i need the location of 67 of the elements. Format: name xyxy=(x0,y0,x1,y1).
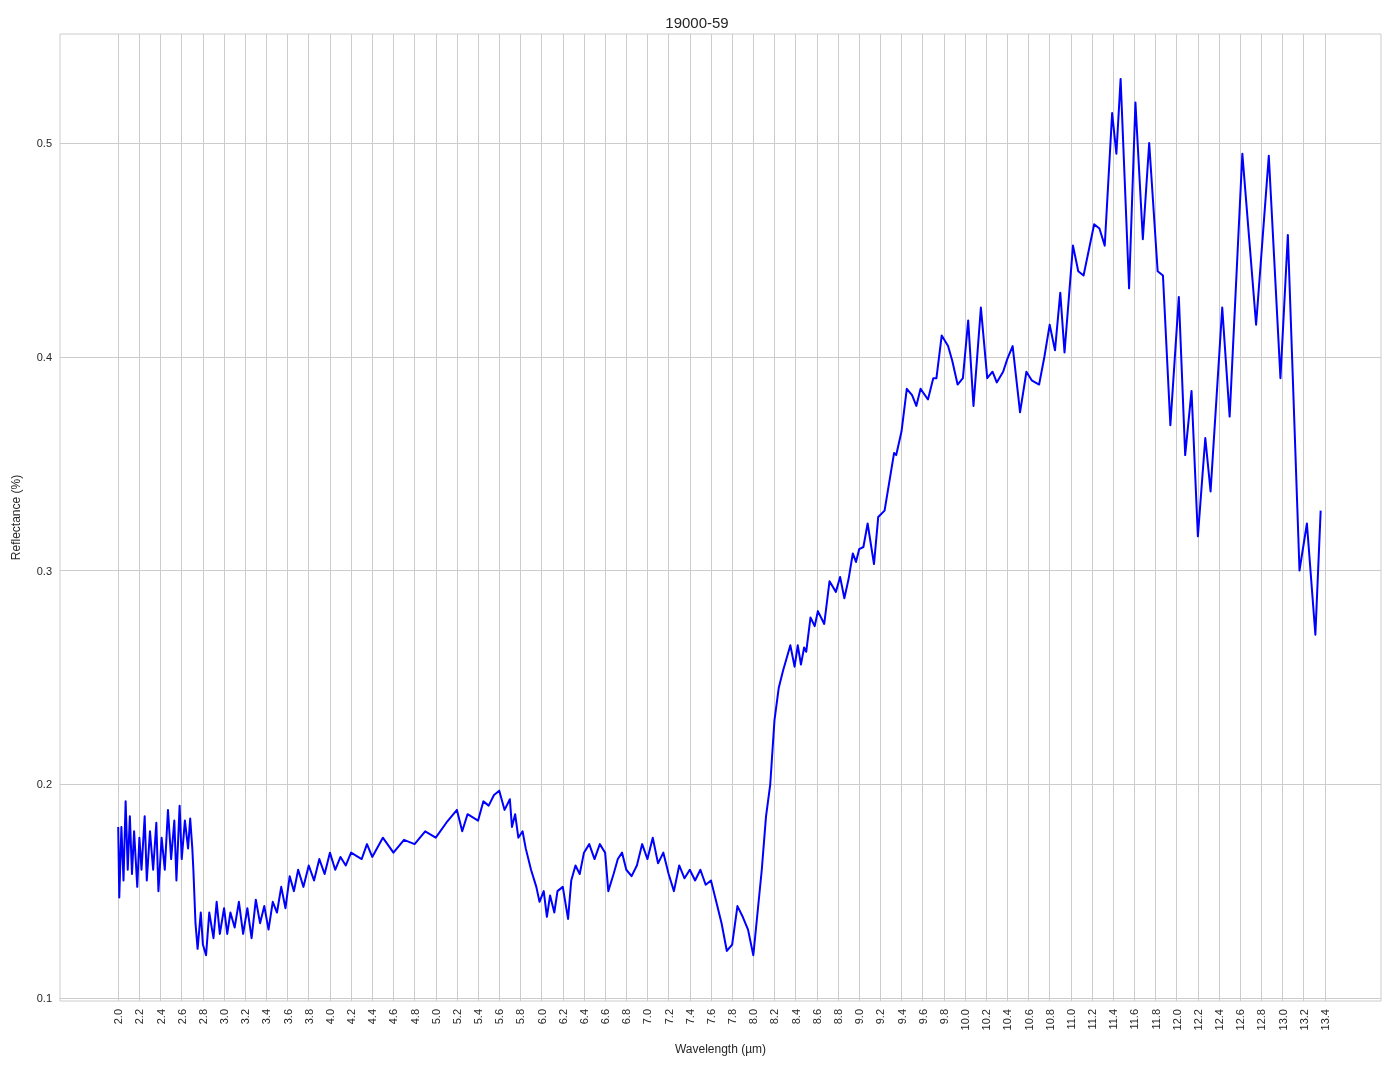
x-tick-label: 5.2 xyxy=(450,1009,463,1025)
x-axis-title: Wavelength (µm) xyxy=(674,1042,767,1056)
x-tick-label: 11.6 xyxy=(1128,1009,1141,1030)
x-tick-label: 4.2 xyxy=(345,1009,358,1025)
x-tick-label: 8.6 xyxy=(810,1009,823,1025)
x-tick-label: 8.4 xyxy=(789,1009,802,1025)
x-tick-label: 5.0 xyxy=(429,1009,442,1025)
x-tick-label: 11.4 xyxy=(1107,1009,1120,1030)
x-tick-label: 9.0 xyxy=(853,1009,866,1025)
x-tick-label: 6.0 xyxy=(535,1009,548,1025)
x-tick-label: 8.2 xyxy=(768,1009,781,1025)
x-tick-label: 3.6 xyxy=(281,1009,294,1025)
x-tick-label: 2.6 xyxy=(175,1009,188,1025)
x-tick-label: 3.2 xyxy=(239,1009,252,1025)
x-tick-label: 7.2 xyxy=(662,1009,675,1025)
x-tick-label: 6.6 xyxy=(599,1009,612,1025)
x-tick-label: 10.2 xyxy=(980,1009,993,1031)
y-tick-label: 0.3 xyxy=(36,564,52,577)
x-tick-label: 6.8 xyxy=(620,1009,633,1025)
x-tick-label: 10.6 xyxy=(1022,1009,1035,1031)
y-tick-label: 0.2 xyxy=(36,778,52,791)
x-tick-label: 11.0 xyxy=(1064,1009,1077,1030)
x-tick-label: 12.8 xyxy=(1255,1009,1268,1031)
x-tick-label: 9.8 xyxy=(937,1009,950,1025)
x-tick-label: 9.6 xyxy=(916,1009,929,1025)
x-tick-label: 11.8 xyxy=(1149,1009,1162,1030)
x-tick-label: 13.4 xyxy=(1318,1009,1331,1031)
chart-title: 19000-59 xyxy=(665,14,729,31)
x-tick-label: 2.2 xyxy=(133,1009,146,1025)
x-tick-label: 13.2 xyxy=(1297,1009,1310,1031)
x-tick-label: 4.8 xyxy=(408,1009,421,1025)
x-tick-label: 10.0 xyxy=(959,1009,972,1031)
x-tick-label: 13.0 xyxy=(1276,1009,1289,1031)
x-tick-label: 7.8 xyxy=(726,1009,739,1025)
x-tick-label: 5.6 xyxy=(493,1009,506,1025)
y-axis-title: Reflectance (%) xyxy=(9,474,23,561)
x-tick-label: 7.0 xyxy=(641,1009,654,1025)
line-series xyxy=(117,77,1322,957)
x-tick-label: 12.4 xyxy=(1213,1009,1226,1031)
x-tick-label: 8.8 xyxy=(831,1009,844,1025)
x-tick-label: 5.4 xyxy=(472,1009,485,1025)
x-tick-label: 12.2 xyxy=(1191,1009,1204,1031)
x-tick-label: 2.8 xyxy=(196,1009,209,1025)
x-tick-label: 6.4 xyxy=(577,1009,590,1025)
x-tick-label: 10.8 xyxy=(1043,1009,1056,1031)
y-tick-label: 0.4 xyxy=(36,350,52,363)
x-tick-label: 2.0 xyxy=(112,1009,125,1025)
x-tick-label: 9.4 xyxy=(895,1009,908,1025)
x-tick-label: 3.8 xyxy=(302,1009,315,1025)
x-tick-label: 9.2 xyxy=(874,1009,887,1025)
x-tick-label: 8.0 xyxy=(747,1009,760,1025)
x-tick-label: 4.4 xyxy=(366,1009,379,1025)
y-tick-label: 0.5 xyxy=(36,137,52,150)
x-tick-label: 10.4 xyxy=(1001,1009,1014,1031)
x-tick-label: 12.0 xyxy=(1170,1009,1183,1031)
x-tick-label: 6.2 xyxy=(556,1009,569,1025)
x-tick-label: 11.2 xyxy=(1086,1009,1099,1030)
x-tick-label: 7.6 xyxy=(704,1009,717,1025)
y-tick-label: 0.1 xyxy=(36,992,52,1005)
x-tick-label: 4.6 xyxy=(387,1009,400,1025)
x-tick-label: 5.8 xyxy=(514,1009,527,1025)
x-tick-label: 7.4 xyxy=(683,1009,696,1025)
x-tick-label: 4.0 xyxy=(323,1009,336,1025)
x-tick-label: 3.4 xyxy=(260,1009,273,1025)
x-tick-label: 12.6 xyxy=(1234,1009,1247,1031)
x-tick-label: 2.4 xyxy=(154,1009,167,1025)
x-tick-label: 3.0 xyxy=(218,1009,231,1025)
